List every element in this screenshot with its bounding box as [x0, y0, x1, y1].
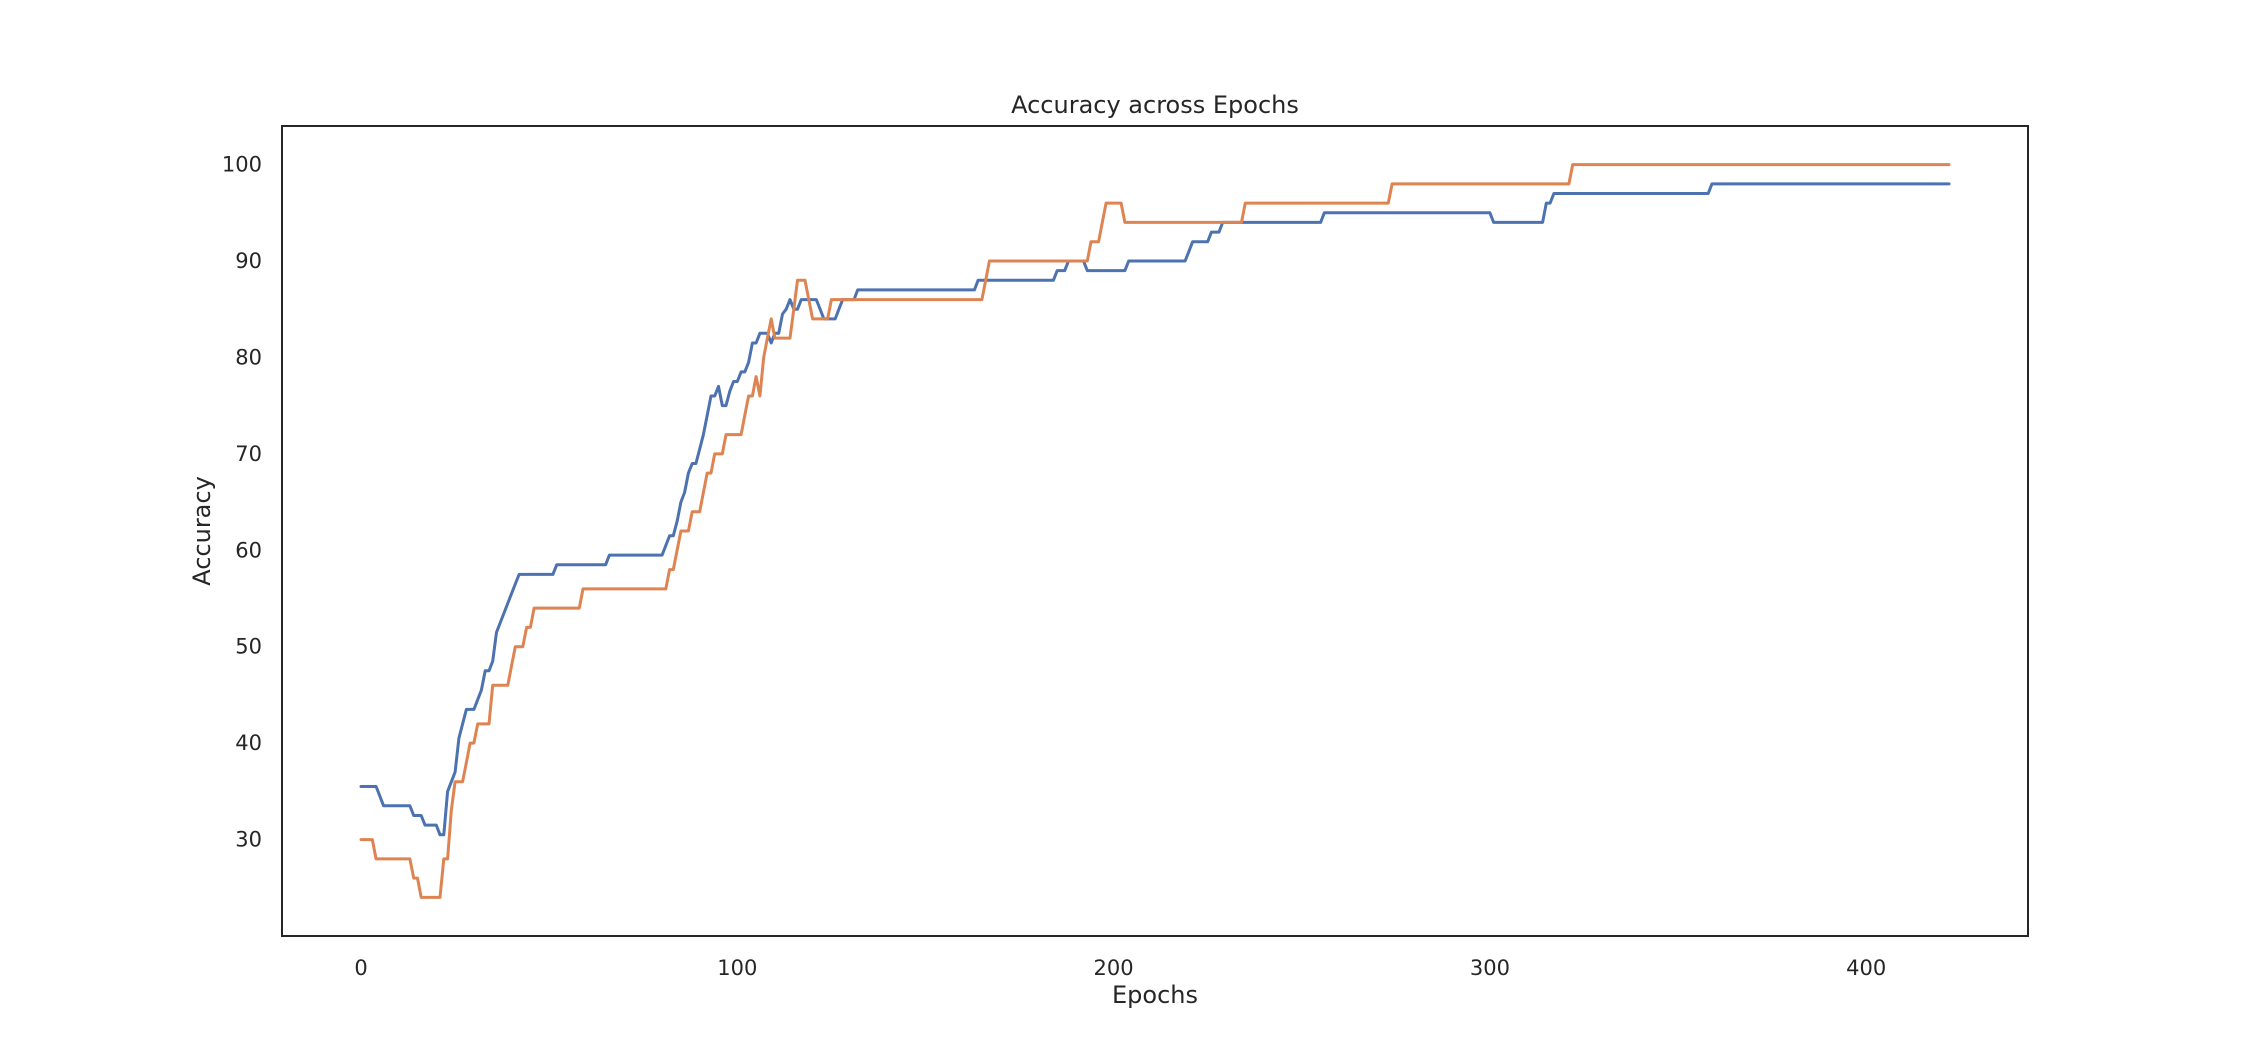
chart-title: Accuracy across Epochs — [1011, 91, 1299, 119]
x-tick-label: 0 — [354, 956, 367, 980]
x-axis: 0 100 200 300 400 — [354, 956, 1886, 980]
y-tick-label: 80 — [235, 345, 262, 369]
x-axis-title: Epochs — [1112, 981, 1198, 1009]
x-tick-label: 400 — [1846, 956, 1886, 980]
y-axis: 30 40 50 60 70 80 90 100 — [222, 153, 262, 852]
x-tick-label: 100 — [717, 956, 757, 980]
plot-frame — [281, 125, 2029, 937]
y-tick-label: 70 — [235, 442, 262, 466]
x-tick-label: 300 — [1470, 956, 1510, 980]
y-tick-label: 100 — [222, 153, 262, 177]
y-axis-title: Accuracy — [188, 476, 216, 586]
y-tick-label: 50 — [235, 635, 262, 659]
y-tick-label: 40 — [235, 731, 262, 755]
y-tick-label: 30 — [235, 828, 262, 852]
y-tick-label: 60 — [235, 538, 262, 562]
x-tick-label: 200 — [1094, 956, 1134, 980]
series-layer — [359, 163, 1951, 899]
series-line-2 — [359, 163, 1951, 899]
series-line-1 — [359, 182, 1951, 837]
y-tick-label: 90 — [235, 249, 262, 273]
